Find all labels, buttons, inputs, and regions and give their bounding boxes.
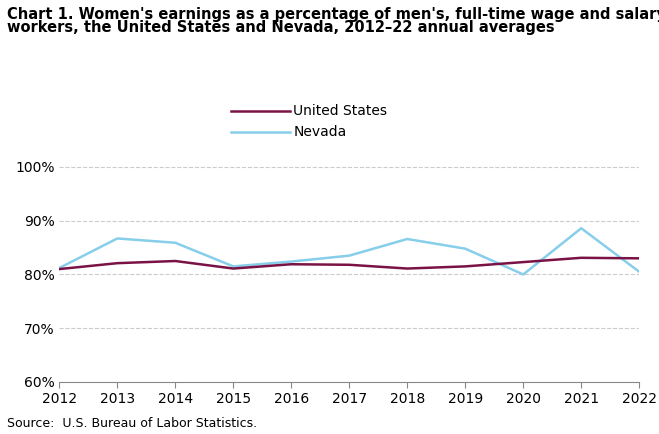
United States bbox=[461, 264, 469, 269]
Nevada bbox=[55, 266, 63, 271]
Nevada bbox=[345, 253, 353, 258]
United States bbox=[519, 260, 527, 265]
Nevada bbox=[229, 264, 237, 269]
United States bbox=[345, 262, 353, 267]
United States bbox=[55, 266, 63, 272]
Text: Nevada: Nevada bbox=[293, 125, 347, 139]
Nevada bbox=[635, 269, 643, 274]
United States bbox=[171, 258, 179, 263]
Nevada bbox=[287, 259, 295, 264]
Nevada bbox=[113, 236, 121, 241]
Text: workers, the United States and Nevada, 2012–22 annual averages: workers, the United States and Nevada, 2… bbox=[7, 20, 554, 35]
Nevada bbox=[577, 226, 585, 231]
United States bbox=[229, 266, 237, 271]
Nevada bbox=[519, 272, 527, 277]
United States bbox=[635, 256, 643, 261]
Line: Nevada: Nevada bbox=[59, 228, 639, 274]
Text: Source:  U.S. Bureau of Labor Statistics.: Source: U.S. Bureau of Labor Statistics. bbox=[7, 417, 257, 430]
Line: United States: United States bbox=[59, 258, 639, 269]
United States bbox=[403, 266, 411, 271]
Nevada bbox=[461, 246, 469, 251]
Nevada bbox=[403, 237, 411, 242]
United States bbox=[577, 255, 585, 260]
Text: United States: United States bbox=[293, 104, 387, 118]
United States bbox=[113, 260, 121, 266]
Nevada bbox=[171, 240, 179, 245]
Text: Chart 1. Women's earnings as a percentage of men's, full-time wage and salary: Chart 1. Women's earnings as a percentag… bbox=[7, 7, 659, 22]
United States bbox=[287, 262, 295, 267]
